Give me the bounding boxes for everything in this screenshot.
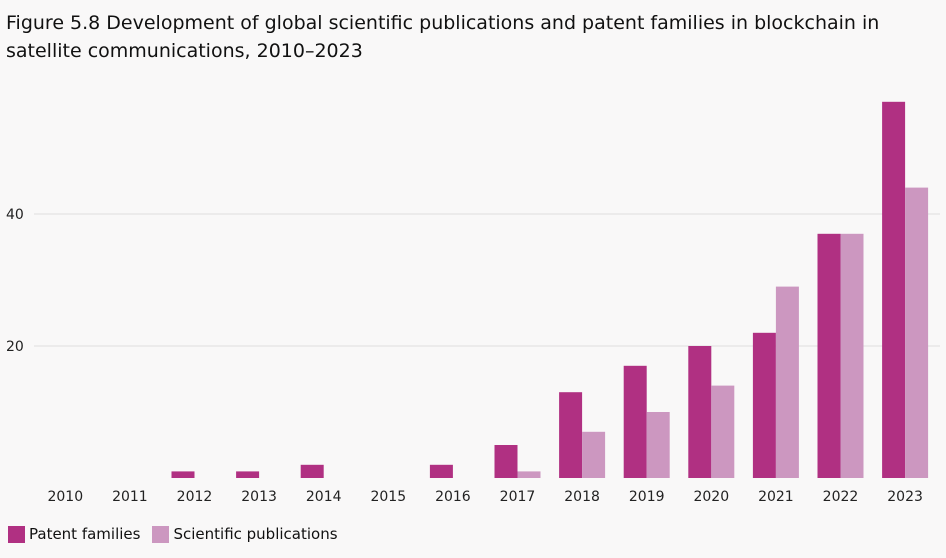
gridlines [34,213,940,347]
bars [171,101,929,479]
bar-scientific-publications-2022 [840,233,864,478]
legend-swatch-patent-families [8,525,25,543]
x-axis-ticks: 2010 2011 2012 2013 2014 2015 2016 2017 2018 2019… [47,489,922,505]
legend-item-patent-families: Patent families [8,525,140,543]
legend: Patent families Scientific publications [8,525,350,543]
bar-patent-families-2017 [494,445,518,478]
bar-scientific-publications-2020 [711,385,735,478]
bar-patent-families-2023 [882,101,906,479]
bar-scientific-publications-2021 [775,286,799,478]
x-tick-label-2012: 2012 [177,489,213,505]
bar-patent-families-2018 [559,392,583,478]
y-tick-label-20: 20 [6,339,24,355]
bar-patent-families-2012 [171,471,195,478]
x-tick-label-2010: 2010 [47,489,83,505]
x-tick-label-2014: 2014 [306,489,342,505]
bar-patent-families-2022 [817,233,841,478]
bar-scientific-publications-2018 [582,431,606,478]
legend-label-scientific-publications: Scientific publications [173,525,338,543]
x-tick-label-2023: 2023 [887,489,923,505]
bar-patent-families-2020 [688,346,712,478]
x-tick-label-2016: 2016 [435,489,471,505]
x-tick-label-2013: 2013 [241,489,277,505]
legend-label-patent-families: Patent families [29,525,141,543]
x-tick-label-2011: 2011 [112,489,148,505]
x-tick-label-2018: 2018 [564,489,600,505]
x-tick-label-2021: 2021 [758,489,794,505]
bar-scientific-publications-2019 [646,412,670,478]
bar-patent-families-2019 [623,365,647,478]
x-tick-label-2022: 2022 [823,489,859,505]
bar-patent-families-2013 [236,471,260,478]
bar-patent-families-2021 [752,332,776,478]
x-tick-label-2020: 2020 [693,489,729,505]
x-tick-label-2017: 2017 [500,489,536,505]
x-tick-label-2019: 2019 [629,489,665,505]
legend-item-scientific-publications: Scientific publications [152,525,338,543]
chart-title: Figure 5.8 Development of global scienti… [6,12,880,62]
y-tick-label-40: 40 [6,207,24,223]
bar-scientific-publications-2017 [517,471,541,478]
bar-patent-families-2016 [429,464,453,478]
bar-patent-families-2014 [300,464,324,478]
bar-scientific-publications-2023 [905,187,929,478]
x-tick-label-2015: 2015 [370,489,406,505]
legend-swatch-scientific-publications [152,525,170,543]
